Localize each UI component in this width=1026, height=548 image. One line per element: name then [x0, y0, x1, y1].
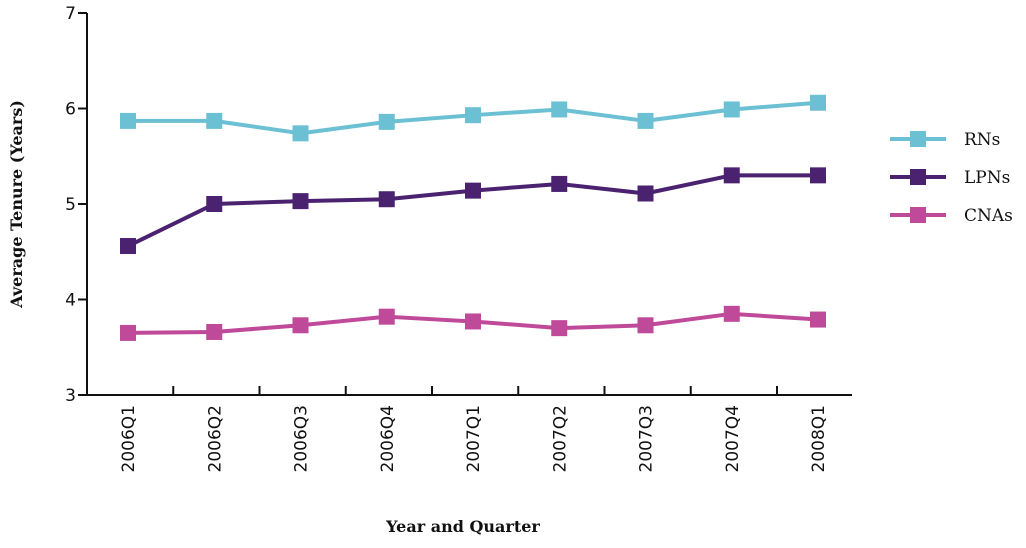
x-tick-label: 2007Q1: [464, 405, 484, 472]
x-tick-label: 2008Q1: [809, 405, 829, 472]
y-tick-label: 3: [65, 386, 76, 406]
legend-item-cnas: CNAs: [890, 206, 1013, 226]
data-point-marker: [723, 167, 740, 184]
data-point-marker: [551, 320, 568, 337]
series-lpns: [120, 167, 826, 255]
data-point-marker: [465, 313, 481, 330]
legend-marker: [910, 207, 926, 223]
data-point-marker: [723, 305, 740, 322]
legend: RNs LPNs CNAs: [890, 130, 1013, 226]
legend-marker: [910, 169, 926, 185]
legend-item-lpns: LPNs: [890, 168, 1010, 188]
data-point-marker: [551, 175, 568, 192]
data-point-marker: [120, 238, 136, 255]
data-point-marker: [810, 94, 826, 111]
data-point-marker: [810, 311, 826, 328]
data-point-marker: [292, 193, 309, 210]
data-point-marker: [378, 308, 395, 325]
data-point-marker: [637, 112, 654, 129]
y-axis-title: Average Tenure (Years): [7, 100, 26, 309]
data-point-marker: [206, 196, 223, 212]
series-layer: [120, 94, 826, 341]
data-point-marker: [206, 112, 223, 129]
x-tick-label: 2007Q3: [637, 405, 657, 472]
data-point-marker: [292, 317, 309, 334]
series-rns: [120, 94, 826, 142]
legend-label: LPNs: [964, 168, 1010, 188]
legend-label: CNAs: [964, 206, 1013, 226]
x-tick-label: 2006Q2: [205, 405, 225, 472]
data-point-marker: [637, 317, 654, 334]
x-tick-label: 2007Q4: [723, 405, 743, 472]
legend-item-rns: RNs: [890, 130, 1000, 150]
data-point-marker: [378, 113, 395, 130]
x-tick-label: 2006Q1: [119, 405, 139, 472]
data-point-marker: [810, 167, 826, 184]
x-axis-title: Year and Quarter: [385, 517, 540, 536]
x-tick-label: 2006Q3: [292, 405, 312, 472]
y-ticks: 3 4 5 6 7: [65, 4, 87, 406]
data-point-marker: [120, 112, 136, 129]
data-point-marker: [637, 185, 654, 202]
x-tick-label: 2006Q4: [378, 405, 398, 472]
y-tick-label: 4: [65, 291, 76, 311]
y-tick-label: 6: [65, 100, 76, 120]
x-ticks: 2006Q1 2006Q2 2006Q3 2006Q4 2007Q1 2007Q2 2007…: [119, 386, 829, 472]
data-point-marker: [465, 107, 481, 124]
data-point-marker: [378, 191, 395, 208]
data-point-marker: [465, 182, 481, 199]
legend-marker: [910, 131, 926, 147]
data-point-marker: [551, 101, 568, 118]
data-point-marker: [120, 324, 136, 341]
legend-label: RNs: [964, 130, 1000, 150]
data-point-marker: [292, 125, 309, 142]
y-tick-label: 5: [65, 195, 76, 215]
data-point-marker: [723, 101, 740, 118]
y-tick-label: 7: [65, 4, 76, 24]
series-cnas: [120, 305, 826, 341]
data-point-marker: [206, 323, 223, 340]
x-tick-label: 2007Q2: [550, 405, 570, 472]
